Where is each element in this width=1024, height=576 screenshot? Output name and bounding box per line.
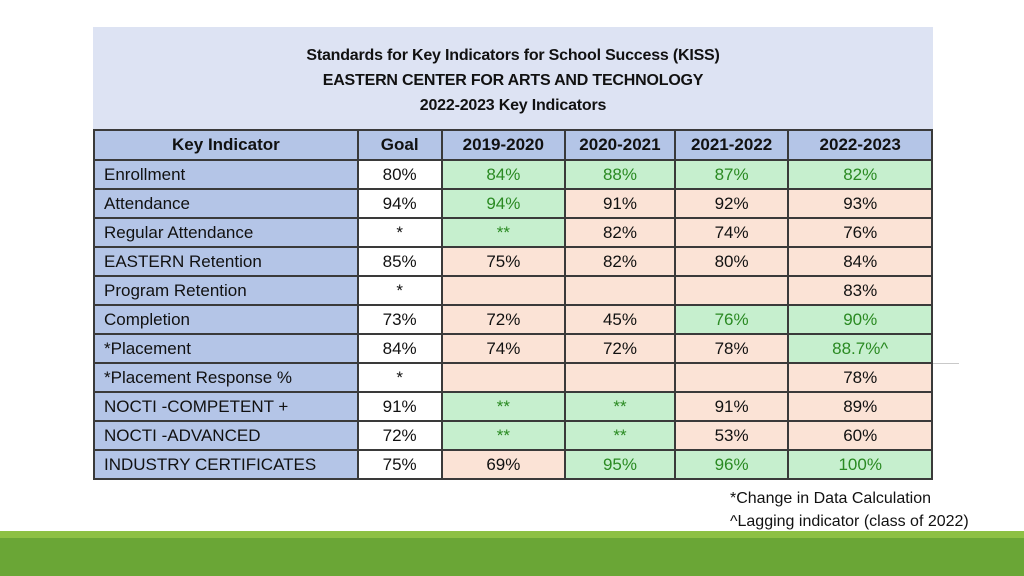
footnote-lagging-indicator: ^Lagging indicator (class of 2022) — [730, 513, 969, 530]
indicator-cell: EASTERN Retention — [93, 246, 359, 277]
value-cell: 72% — [564, 333, 676, 364]
value-cell: ** — [440, 420, 567, 451]
value-cell: 94% — [440, 188, 567, 219]
footnotes: *Change in Data Calculation ^Lagging ind… — [730, 487, 969, 533]
value-cell: 80% — [673, 246, 790, 277]
value-cell: 74% — [673, 217, 790, 248]
table-title-block: Standards for Key Indicators for School … — [93, 27, 933, 129]
table-row: EASTERN Retention 85% 75% 82% 80% 84% — [93, 246, 933, 277]
indicator-cell: Attendance — [93, 188, 359, 219]
table-row: Enrollment 80% 84% 88% 87% 82% — [93, 159, 933, 190]
value-cell: 78% — [673, 333, 790, 364]
value-cell: 91% — [673, 391, 790, 422]
column-header: Key Indicator — [93, 129, 359, 161]
indicator-cell: INDUSTRY CERTIFICATES — [93, 449, 359, 480]
table-row: NOCTI -ADVANCED 72% ** ** 53% 60% — [93, 420, 933, 451]
value-cell: 95% — [564, 449, 676, 480]
title-line-2: EASTERN CENTER FOR ARTS AND TECHNOLOGY — [322, 71, 704, 89]
table-row: Regular Attendance * ** 82% 74% 76% — [93, 217, 933, 248]
value-cell: 84% — [787, 246, 933, 277]
indicator-cell: Regular Attendance — [93, 217, 359, 248]
value-cell: 87% — [673, 159, 790, 190]
value-cell: 82% — [787, 159, 933, 190]
table-row: INDUSTRY CERTIFICATES 75% 69% 95% 96% 100% — [93, 449, 933, 480]
value-cell — [673, 275, 790, 306]
value-cell: 76% — [787, 217, 933, 248]
value-cell: 60% — [787, 420, 933, 451]
value-cell: 90% — [787, 304, 933, 335]
value-cell: 100% — [787, 449, 933, 480]
title-line-3: 2022-2023 Key Indicators — [419, 96, 607, 114]
column-header: 2021-2022 — [673, 129, 790, 161]
value-cell: 82% — [564, 246, 676, 277]
footer-accent-bar — [0, 531, 1024, 538]
table-row: NOCTI -COMPETENT +91% ** ** 91% 89% — [93, 391, 933, 422]
column-header: 2019-2020 — [440, 129, 567, 161]
value-cell: ** — [440, 217, 567, 248]
table-row: Attendance 94% 94% 91% 92% 93% — [93, 188, 933, 219]
indicator-cell: *Placement Response % — [93, 362, 359, 393]
goal-cell: 91% — [356, 391, 443, 422]
goal-cell: 84% — [356, 333, 443, 364]
indicator-cell: Enrollment — [93, 159, 359, 190]
value-cell: 82% — [564, 217, 676, 248]
goal-cell: 73% — [356, 304, 443, 335]
value-cell: 75% — [440, 246, 567, 277]
value-cell: 96% — [673, 449, 790, 480]
value-cell: ** — [564, 391, 676, 422]
value-cell: 89% — [787, 391, 933, 422]
indicator-cell: Completion — [93, 304, 359, 335]
goal-cell: 75% — [356, 449, 443, 480]
value-cell: ** — [440, 391, 567, 422]
value-cell: 88.7%^ — [787, 333, 933, 364]
value-cell: 45% — [564, 304, 676, 335]
value-cell: 78% — [787, 362, 933, 393]
value-cell — [564, 362, 676, 393]
indicator-cell: NOCTI -ADVANCED — [93, 420, 359, 451]
value-cell: 84% — [440, 159, 567, 190]
indicator-cell: NOCTI -COMPETENT + — [93, 391, 359, 422]
value-cell: 69% — [440, 449, 567, 480]
divider — [933, 363, 959, 364]
table-row: Program Retention * 83% — [93, 275, 933, 306]
value-cell: 88% — [564, 159, 676, 190]
value-cell: 53% — [673, 420, 790, 451]
value-cell: 83% — [787, 275, 933, 306]
goal-cell: 94% — [356, 188, 443, 219]
value-cell — [564, 275, 676, 306]
value-cell: 76% — [673, 304, 790, 335]
value-cell — [673, 362, 790, 393]
value-cell: 72% — [440, 304, 567, 335]
footnote-data-calculation: *Change in Data Calculation — [730, 490, 932, 507]
indicator-cell: *Placement — [93, 333, 359, 364]
column-header: 2022-2023 — [787, 129, 933, 161]
header-row: Key Indicator Goal 2019-2020 2020-2021 2… — [93, 129, 933, 161]
footer-bar — [0, 538, 1024, 576]
goal-cell: * — [356, 217, 443, 248]
column-header: 2020-2021 — [564, 129, 676, 161]
kiss-table: Key Indicator Goal 2019-2020 2020-2021 2… — [93, 129, 933, 480]
value-cell: ** — [564, 420, 676, 451]
goal-cell: * — [356, 362, 443, 393]
value-cell: 74% — [440, 333, 567, 364]
value-cell: 92% — [673, 188, 790, 219]
indicator-cell: Program Retention — [93, 275, 359, 306]
value-cell: 93% — [787, 188, 933, 219]
table-row: Completion 73% 72% 45% 76% 90% — [93, 304, 933, 335]
goal-cell: * — [356, 275, 443, 306]
goal-cell: 85% — [356, 246, 443, 277]
title-line-1: Standards for Key Indicators for School … — [306, 46, 720, 64]
goal-cell: 72% — [356, 420, 443, 451]
value-cell — [440, 275, 567, 306]
table-row: *Placement 84% 74% 72% 78% 88.7%^ — [93, 333, 933, 364]
goal-cell: 80% — [356, 159, 443, 190]
column-header: Goal — [356, 129, 443, 161]
table-row: *Placement Response % * 78% — [93, 362, 933, 393]
value-cell — [440, 362, 567, 393]
value-cell: 91% — [564, 188, 676, 219]
